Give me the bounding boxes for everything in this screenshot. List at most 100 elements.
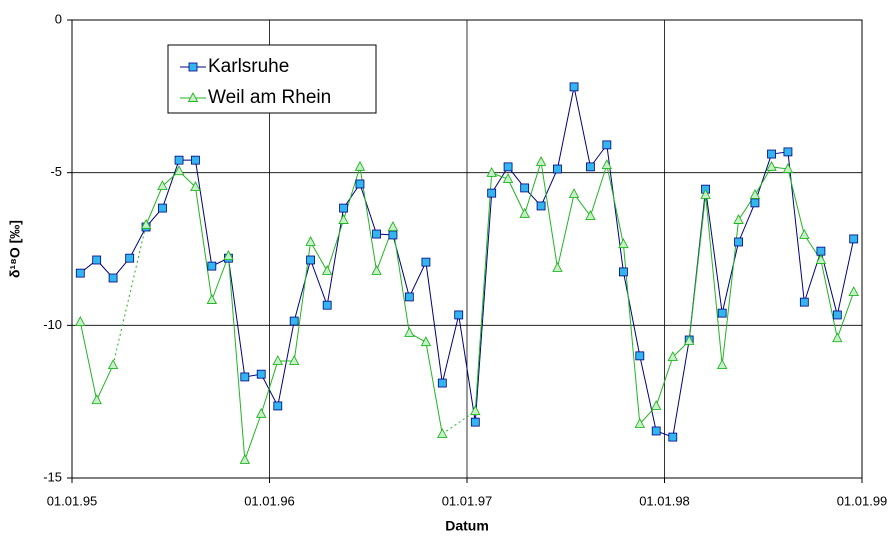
- marker: [339, 203, 348, 213]
- marker: [683, 334, 695, 345]
- x-axis-label: Datum: [445, 518, 489, 534]
- marker: [338, 214, 349, 224]
- marker: [404, 292, 414, 302]
- marker: [502, 173, 514, 184]
- marker: [650, 399, 662, 410]
- marker: [256, 369, 266, 379]
- marker: [749, 188, 761, 199]
- plot-frame: [71, 19, 863, 479]
- marker: [322, 300, 332, 310]
- marker: [157, 180, 168, 191]
- marker: [700, 188, 711, 199]
- marker: [437, 428, 448, 438]
- marker: [520, 183, 530, 193]
- marker: [92, 255, 102, 265]
- marker: [634, 417, 646, 428]
- marker: [816, 246, 826, 256]
- marker: [586, 162, 595, 172]
- marker: [387, 221, 399, 231]
- x-tick-label: 01.01.96: [244, 493, 295, 508]
- marker: [107, 359, 119, 369]
- marker: [619, 267, 628, 277]
- marker: [421, 257, 431, 267]
- series-line: [79, 86, 855, 438]
- marker: [190, 181, 201, 191]
- marker: [354, 160, 366, 171]
- marker: [372, 229, 381, 239]
- marker: [602, 140, 612, 150]
- x-tick-label: 01.01.95: [47, 493, 98, 508]
- marker: [832, 332, 843, 343]
- marker: [75, 316, 86, 326]
- marker: [799, 228, 810, 239]
- legend-box: [167, 44, 377, 114]
- marker: [782, 163, 794, 173]
- marker: [783, 147, 793, 157]
- marker: [158, 203, 167, 213]
- marker: [437, 378, 447, 388]
- marker: [321, 265, 333, 275]
- marker: [799, 297, 809, 307]
- marker: [454, 310, 464, 320]
- marker: [568, 188, 580, 198]
- gap-connector: [442, 410, 476, 435]
- marker: [585, 210, 596, 220]
- marker: [240, 372, 250, 382]
- marker: [108, 273, 118, 283]
- marker: [288, 355, 300, 366]
- marker: [503, 162, 513, 172]
- marker: [536, 201, 546, 211]
- marker: [717, 308, 727, 318]
- marker: [388, 230, 398, 240]
- marker: [487, 188, 497, 198]
- marker: [667, 351, 679, 362]
- marker: [815, 254, 827, 264]
- marker: [750, 198, 760, 208]
- marker: [404, 327, 415, 337]
- marker: [273, 401, 283, 411]
- marker: [420, 336, 432, 347]
- marker: [239, 454, 251, 464]
- marker: [173, 165, 185, 176]
- marker: [91, 394, 102, 405]
- x-tick-label: 01.01.97: [442, 493, 493, 508]
- marker: [255, 407, 267, 418]
- legend-label: Weil am Rhein: [208, 87, 331, 108]
- marker: [552, 261, 563, 272]
- marker: [601, 159, 613, 169]
- marker: [140, 218, 152, 229]
- y-tick-label: -15: [43, 469, 62, 484]
- marker: [733, 214, 744, 224]
- marker: [371, 265, 382, 275]
- y-tick-label: -10: [43, 317, 62, 332]
- marker: [832, 310, 842, 320]
- marker: [519, 207, 530, 218]
- legend-marker: [188, 62, 198, 72]
- marker: [305, 236, 316, 246]
- marker: [848, 286, 859, 297]
- marker: [535, 156, 547, 166]
- marker: [668, 432, 678, 442]
- y-axis-label: δ¹⁸O [‰]: [7, 220, 23, 278]
- marker: [223, 250, 234, 260]
- marker: [470, 417, 480, 427]
- marker: [470, 405, 481, 416]
- marker: [306, 255, 315, 265]
- marker: [618, 238, 629, 249]
- legend-label: Karlsruhe: [208, 56, 289, 77]
- marker: [191, 155, 200, 165]
- marker: [125, 253, 135, 263]
- marker: [207, 261, 217, 271]
- marker: [289, 316, 299, 326]
- marker: [635, 351, 645, 361]
- marker: [651, 426, 661, 436]
- gap-connector: [112, 224, 147, 366]
- marker: [355, 179, 365, 189]
- marker: [766, 160, 777, 171]
- x-tick-label: 01.01.99: [837, 493, 888, 508]
- marker: [486, 167, 497, 177]
- y-tick-label: 0: [55, 11, 62, 26]
- x-tick-label: 01.01.98: [639, 493, 690, 508]
- marker: [734, 237, 743, 247]
